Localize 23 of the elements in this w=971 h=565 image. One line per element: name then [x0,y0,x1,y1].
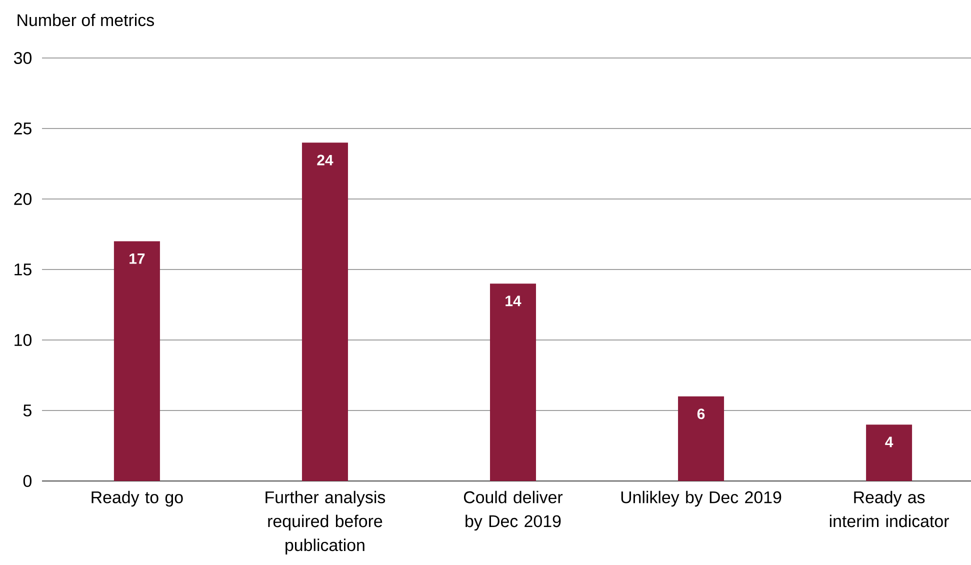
y-tick-label: 5 [23,404,32,416]
bar [678,396,724,481]
y-tick-label: 15 [14,264,32,276]
data-label: 14 [506,296,522,306]
y-tick-label: 20 [14,193,32,205]
y-tick-label: 25 [14,122,32,134]
y-axis-title: Number of metrics [18,14,154,26]
data-label: 17 [130,253,145,264]
x-tick-label: Could deliver by Dec 2019 [464,490,563,531]
y-tick-label: 0 [23,475,32,487]
y-tick-label: 30 [14,52,32,64]
bar [114,241,160,481]
data-label: 6 [697,408,705,420]
x-tick-label: Unlikley by Dec 2019 [621,490,782,507]
x-tick-label: Ready as interim indicator [830,490,949,528]
x-tick-label: Ready to go [92,490,183,507]
data-label: 24 [317,154,334,166]
bar [302,142,348,481]
bar [490,284,536,481]
bar [866,424,912,481]
y-tick-label: 10 [14,334,32,346]
data-label: 4 [885,436,894,448]
x-tick-label: Further analysis required before publication [266,490,386,554]
